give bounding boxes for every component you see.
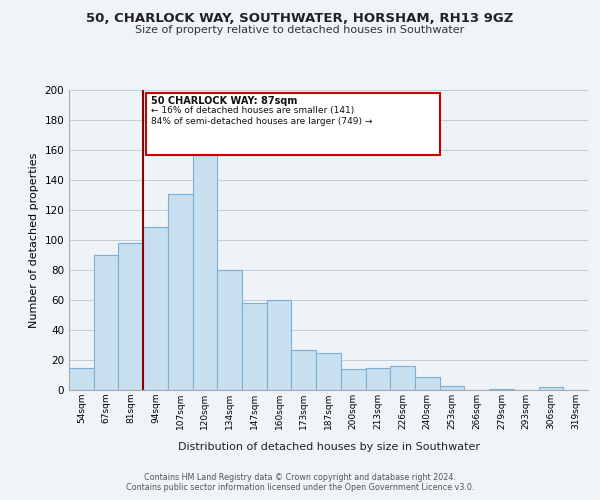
Text: Contains HM Land Registry data © Crown copyright and database right 2024.: Contains HM Land Registry data © Crown c…: [144, 472, 456, 482]
Bar: [341, 369, 365, 390]
Text: 50, CHARLOCK WAY, SOUTHWATER, HORSHAM, RH13 9GZ: 50, CHARLOCK WAY, SOUTHWATER, HORSHAM, R…: [86, 12, 514, 26]
Bar: [415, 376, 440, 390]
Bar: [118, 243, 143, 390]
Text: Distribution of detached houses by size in Southwater: Distribution of detached houses by size …: [178, 442, 480, 452]
Bar: [94, 255, 118, 390]
Bar: [292, 350, 316, 390]
Bar: [267, 300, 292, 390]
Bar: [168, 194, 193, 390]
Text: 84% of semi-detached houses are larger (749) →: 84% of semi-detached houses are larger (…: [151, 117, 372, 126]
Text: Size of property relative to detached houses in Southwater: Size of property relative to detached ho…: [136, 25, 464, 35]
Bar: [193, 154, 217, 390]
Bar: [242, 303, 267, 390]
Bar: [440, 386, 464, 390]
Bar: [489, 388, 514, 390]
Bar: [69, 368, 94, 390]
Text: ← 16% of detached houses are smaller (141): ← 16% of detached houses are smaller (14…: [151, 106, 354, 116]
Bar: [390, 366, 415, 390]
Bar: [365, 368, 390, 390]
Bar: [316, 352, 341, 390]
FancyBboxPatch shape: [146, 93, 440, 154]
Y-axis label: Number of detached properties: Number of detached properties: [29, 152, 39, 328]
Text: 50 CHARLOCK WAY: 87sqm: 50 CHARLOCK WAY: 87sqm: [151, 96, 297, 106]
Text: Contains public sector information licensed under the Open Government Licence v3: Contains public sector information licen…: [126, 484, 474, 492]
Bar: [539, 387, 563, 390]
Bar: [143, 226, 168, 390]
Bar: [217, 270, 242, 390]
